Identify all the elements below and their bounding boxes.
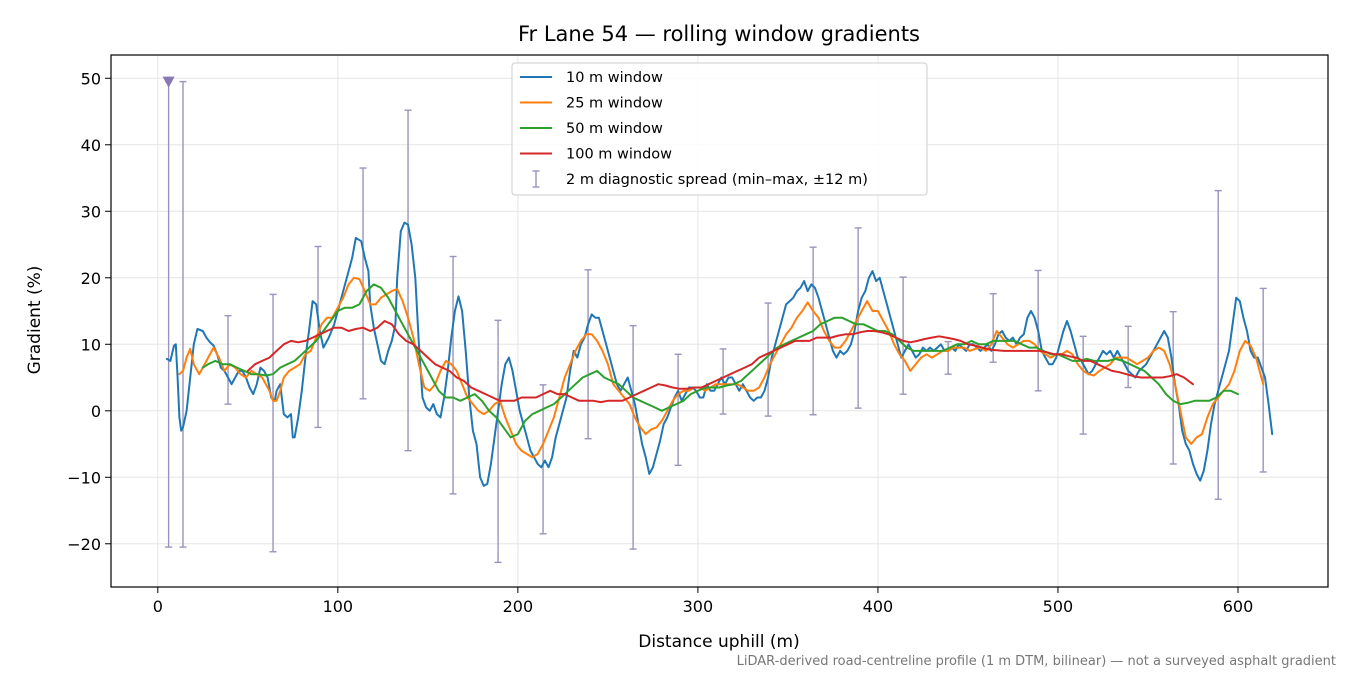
- x-tick-label: 0: [153, 597, 163, 616]
- spread-bar: [359, 167, 367, 400]
- x-tick-label: 300: [683, 597, 714, 616]
- series-line-2: [178, 276, 1265, 459]
- x-tick-label: 600: [1223, 597, 1254, 616]
- spread-bar: [1259, 287, 1267, 473]
- series-line-4: [246, 320, 1194, 404]
- series-line-3: [201, 283, 1239, 439]
- y-tick-label: 30: [81, 202, 101, 221]
- series-lines: [165, 221, 1274, 487]
- spread-bar: [1079, 335, 1087, 435]
- y-tick-label: 40: [81, 136, 101, 155]
- spread-bar: [224, 314, 232, 405]
- spread-bar: [584, 269, 592, 440]
- y-tick-label: 20: [81, 269, 101, 288]
- x-tick-label: 400: [863, 597, 894, 616]
- y-axis-label: Gradient (%): [25, 266, 45, 375]
- y-tick-label: 10: [81, 335, 101, 354]
- spread-bar: [179, 80, 187, 548]
- spread-bar: [269, 293, 277, 553]
- legend-label-2: 25 m window: [566, 96, 663, 112]
- x-ticks: 0 100 200 300 400 500 600: [153, 587, 1254, 616]
- triangle-down-marker: [162, 76, 175, 88]
- spread-bar: [494, 319, 502, 564]
- legend-label-spread: 2 m diagnostic spread (min–max, ±12 m): [566, 172, 868, 188]
- y-ticks: −20 −10 0 10 20 30 40 50: [67, 69, 111, 554]
- chart-title: Fr Lane 54 — rolling window gradients: [518, 22, 920, 46]
- legend-box: [511, 62, 928, 196]
- x-tick-label: 500: [1043, 597, 1074, 616]
- y-tick-label: −20: [67, 535, 101, 554]
- spread-bar: [1169, 310, 1177, 465]
- spread-bar: [764, 302, 772, 417]
- x-axis-label: Distance uphill (m): [638, 632, 799, 652]
- y-tick-label: −10: [67, 468, 101, 487]
- spread-bar: [404, 109, 412, 452]
- legend-label-1: 10 m window: [566, 70, 663, 86]
- spread-bar: [629, 324, 637, 550]
- spread-bar: [1124, 325, 1132, 389]
- x-tick-label: 200: [503, 597, 534, 616]
- y-tick-label: 0: [91, 402, 101, 421]
- y-tick-label: 50: [81, 69, 101, 88]
- legend-label-3: 50 m window: [566, 121, 663, 137]
- legend-label-4: 100 m window: [566, 147, 672, 163]
- axes-frame: [110, 54, 1329, 588]
- spread-bar: [899, 276, 907, 395]
- marker-layer: [162, 76, 175, 88]
- spread-bar: [674, 353, 682, 467]
- legend: 10 m window 25 m window 50 m window 100 m w…: [511, 62, 928, 196]
- axes-border: [110, 54, 1329, 588]
- x-tick-label: 100: [323, 597, 354, 616]
- spread-bar: [1214, 189, 1222, 500]
- spread-bar: [944, 340, 952, 375]
- footnote: LiDAR-derived road-centreline profile (1…: [737, 654, 1336, 669]
